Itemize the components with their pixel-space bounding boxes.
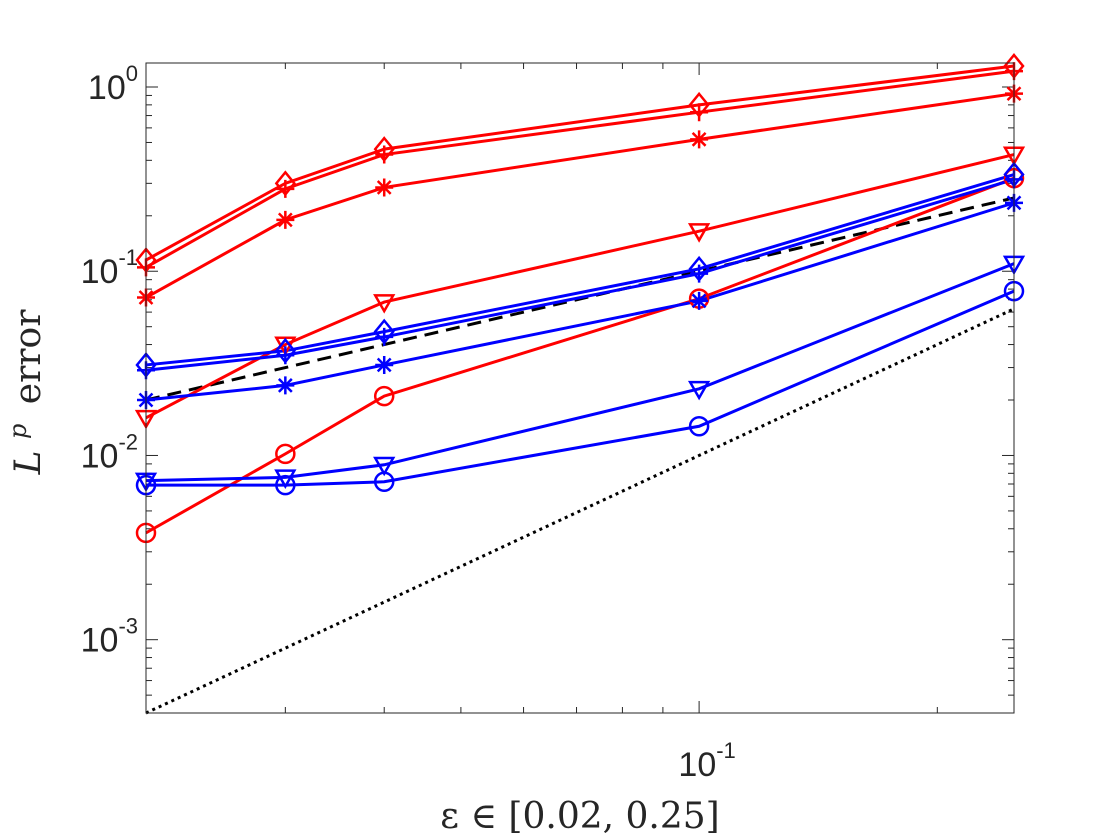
y-tick-label-exponent: 0 [126, 61, 138, 86]
y-tick-label-base: 10 [81, 437, 119, 475]
data-point-triangle-down [373, 456, 396, 477]
x-tick-label-base: 10 [678, 746, 716, 784]
series-line-8 [145, 262, 1015, 483]
data-point-plus [276, 179, 295, 198]
y-axis-label-rest: error [8, 309, 49, 404]
y-tick-label-base: 10 [81, 253, 119, 291]
y-tick-label: 10-1 [81, 245, 138, 291]
data-point-triangle-down [373, 294, 396, 314]
data-point-circle [275, 474, 296, 496]
y-tick-label-exponent: -3 [118, 614, 138, 639]
x-tick-label: 10-1 [678, 738, 735, 784]
y-tick-label-exponent: -2 [118, 429, 138, 454]
series-line-9 [146, 289, 1015, 487]
plot-frame [145, 62, 1015, 714]
y-axis-label: L p error [0, 309, 49, 476]
data-point-asterisk [690, 130, 709, 149]
data-point-asterisk [690, 291, 709, 310]
data-point-plus [690, 264, 709, 283]
data-point-plus [375, 145, 394, 164]
data-point-asterisk [276, 376, 295, 395]
x-tick-label-exponent: -1 [716, 738, 736, 763]
data-point-asterisk [375, 355, 394, 374]
y-tick-label-base: 10 [81, 622, 119, 660]
data-point-triangle-down [687, 380, 711, 401]
y-tick-label-base: 10 [88, 69, 126, 107]
data-point-circle [373, 471, 395, 492]
data-point-circle [688, 416, 710, 437]
data-point-plus [276, 346, 295, 365]
data-point-circle [373, 385, 395, 407]
plot-area [146, 63, 1014, 713]
y-axis-label-superscript: p [4, 424, 32, 439]
data-point-asterisk [276, 210, 295, 229]
series-line-3 [145, 153, 1015, 420]
y-tick-label-exponent: -1 [118, 245, 138, 270]
y-tick-label: 10-2 [81, 429, 138, 475]
x-tick-labels: 10-1 [678, 738, 735, 784]
data-point-plus [690, 103, 709, 122]
data-point-plus [375, 327, 394, 346]
series-line-4 [145, 176, 1015, 535]
reference-line-dotted [145, 307, 1015, 715]
y-tick-label: 10-3 [81, 614, 138, 660]
data-point-circle [275, 443, 296, 465]
y-tick-label: 100 [88, 61, 138, 107]
data-point-triangle-down [687, 223, 711, 243]
x-axis-label: ε ∈ [0.02, 0.25] [440, 796, 719, 837]
y-axis-label-symbol: L [8, 450, 49, 475]
data-point-asterisk [375, 178, 394, 197]
